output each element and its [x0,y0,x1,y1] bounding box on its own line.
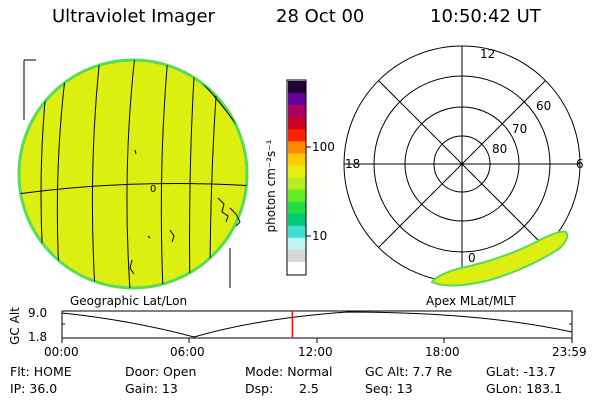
colorbar-segment [288,117,306,130]
status-dsp-label: Dsp: [245,381,274,396]
geographic-globe: 0 [17,58,249,290]
status-gain: Gain: 13 [125,381,178,396]
xtick-label-1: 06:00 [170,345,205,359]
status-ip: IP: 36.0 [10,381,58,396]
colorbar-segment [288,189,306,203]
time-label: 10:50:42 UT [430,6,541,27]
lat-label-60: 60 [536,99,551,113]
colorbar-segment [288,177,306,191]
colorbar-label-10: 10 [312,229,328,243]
lat-label-70: 70 [512,122,527,136]
colorbar-segment [288,261,306,275]
xtick-label-2: 12:00 [298,345,333,359]
colorbar-segment [288,225,306,239]
xtick-label-4: 23:59 [552,345,587,359]
altitude-curve [61,311,573,338]
colorbar-frame [286,79,307,276]
colorbar-segment [288,81,306,94]
meridian-label: 0 [150,184,156,195]
colorbar [286,79,311,276]
status-gc-alt: GC Alt: 7.7 Re [365,364,453,379]
colorbar-segment [288,249,306,263]
colorbar-segment [288,93,306,106]
colorbar-unit-label: photon cm⁻²s⁻¹ [264,139,278,233]
globe-grid [19,60,247,288]
geographic-caption: Geographic Lat/Lon [70,294,188,308]
polar-plot: 12 18 6 0 60 70 80 [343,45,584,287]
colorbar-segment [288,165,306,178]
mlt-label-12: 12 [480,47,495,61]
altitude-y-top: 9.0 [28,306,48,320]
status-seq: Seq: 13 [365,381,413,396]
globe-frame [23,59,231,288]
apex-caption: Apex MLat/MLT [426,294,516,308]
auroral-oval [430,230,569,287]
instrument-title: Ultraviolet Imager [52,6,215,27]
status-mode: Mode: Normal [245,364,333,379]
lat-label-80: 80 [492,142,507,156]
date-label: 28 Oct 00 [276,6,365,27]
polar-spokes [344,46,580,282]
colorbar-label-100: 100 [312,140,335,154]
xtick-label-0: 00:00 [44,345,79,359]
status-glon: GLon: 183.1 [486,381,562,396]
mlt-label-18: 18 [345,157,360,171]
status-glat: GLat: -13.7 [486,364,556,379]
status-door: Door: Open [125,364,197,379]
altitude-plot [61,310,573,343]
colorbar-segment [288,201,306,215]
altitude-y-bottom: 1.8 [28,330,48,344]
xtick-label-3: 18:00 [425,345,460,359]
altitude-ylabel: GC Alt [8,307,22,345]
colorbar-segment [288,105,306,118]
colorbar-segment [288,213,306,227]
mlt-label-6: 6 [576,157,584,171]
colorbar-segment [288,237,306,251]
status-dsp-value: 2.5 [299,381,319,396]
status-flt: Flt: HOME [10,364,72,379]
mlt-label-0: 0 [468,251,476,265]
colorbar-segment [288,153,306,166]
coastlines [129,149,241,275]
colorbar-segment [288,129,306,142]
colorbar-segment [288,141,306,154]
